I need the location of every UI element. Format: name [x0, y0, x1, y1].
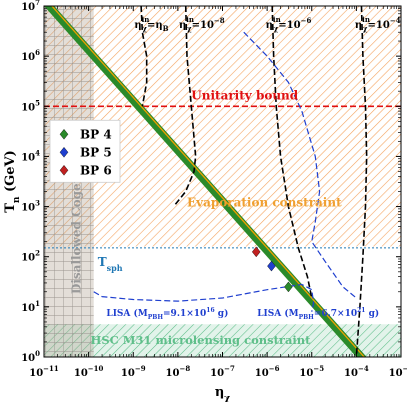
y-tick-label: 100	[21, 349, 40, 364]
contour-4	[355, 6, 368, 357]
contour-3	[271, 6, 313, 299]
contour-2	[172, 6, 197, 208]
evaporation-constraint-label: Evaporation constraint	[187, 195, 342, 209]
x-tick-label: 10−6	[255, 364, 280, 379]
legend-marker-4	[59, 128, 69, 140]
x-tick-label: 10−5	[299, 364, 324, 379]
benchmark-point-5	[267, 260, 276, 272]
y-tick-label: 106	[21, 48, 40, 63]
legend-label-6: BP 6	[80, 163, 112, 177]
y-axis-label: Tn (GeV)	[3, 150, 22, 213]
unitarity-bound-label: Unitarity bound	[191, 88, 298, 102]
hsc-microlensing-label: HSC M31 microlensing constraint	[90, 333, 311, 347]
legend-marker-6	[59, 164, 69, 176]
x-tick-label: 10−11	[29, 364, 59, 379]
lisa-label-1: LISA (MPBH=9.1×1016 g)	[106, 307, 228, 321]
benchmark-point-4	[284, 281, 293, 293]
contour-label-4: ηin χ=10−4	[355, 15, 401, 33]
y-tick-label: 107	[21, 0, 40, 13]
x-tick-label: 10−4	[344, 364, 369, 379]
legend-marker-5	[59, 146, 69, 158]
y-tick-label: 103	[21, 199, 40, 214]
x-tick-label: 10−8	[166, 364, 191, 379]
legend-label-5: BP 5	[80, 145, 112, 159]
y-tick-label: 102	[21, 249, 40, 264]
y-tick-label: 101	[21, 299, 40, 314]
lisa-label-2: LISA (MPBH=6.7×1021 g)	[257, 307, 379, 321]
x-tick-label: 10−3	[389, 364, 407, 379]
contour-label-1: ηin χ=ηB	[134, 15, 168, 33]
contour-label-3: ηin χ=10−6	[266, 15, 312, 33]
x-axis-label: ηχ	[215, 385, 230, 402]
y-tick-label: 104	[21, 148, 40, 163]
contour-1	[140, 6, 148, 107]
x-tick-label: 10−9	[121, 364, 146, 379]
benchmark-point-6	[251, 246, 261, 258]
disallowed-cogenesis-label: Disallowed Cogenesis	[69, 149, 83, 294]
legend-label-4: BP 4	[80, 127, 112, 141]
orange-centre-line	[51, 6, 365, 357]
lisa-curve-2	[243, 31, 357, 299]
x-tick-label: 10−10	[74, 364, 104, 379]
legend: BP 4 BP 5 BP 6	[49, 119, 121, 183]
tsph-label: Tsph	[98, 255, 123, 273]
y-tick-label: 105	[21, 98, 40, 113]
contour-label-2: ηin χ=10−8	[179, 15, 225, 33]
lisa-curve-1	[93, 283, 315, 312]
x-tick-label: 10−7	[210, 364, 235, 379]
